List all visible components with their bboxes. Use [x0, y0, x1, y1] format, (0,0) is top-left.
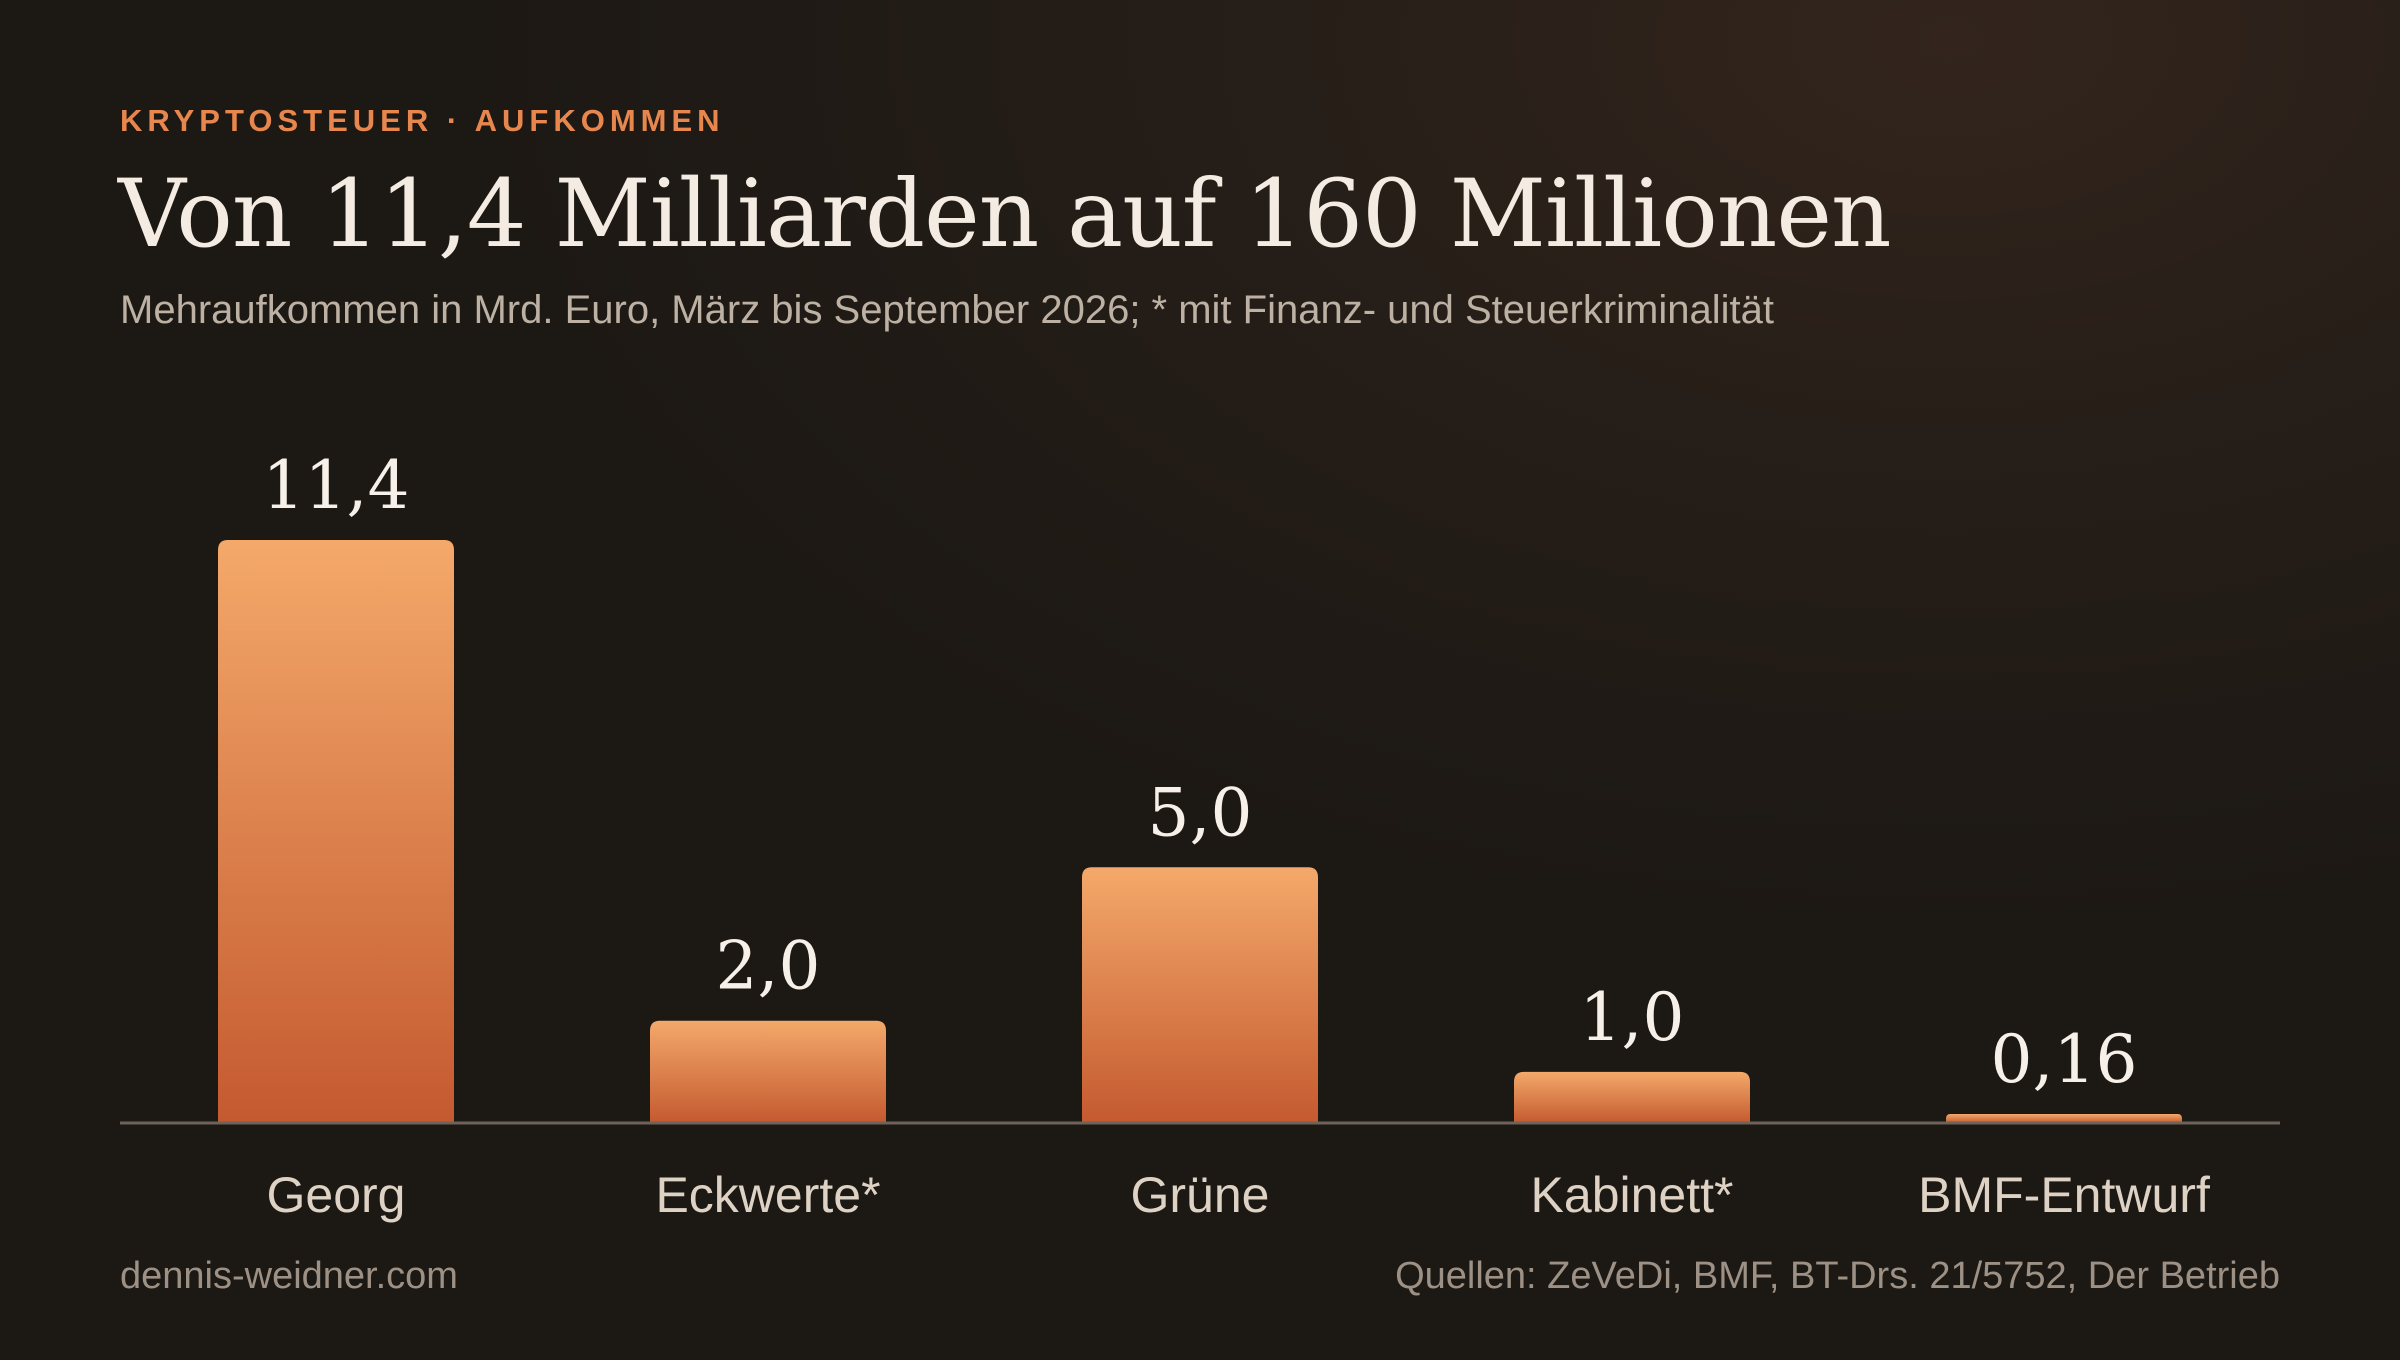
bar-0	[218, 540, 454, 1123]
category-labels-group: Georg Eckwerte* Grüne Kabinett* BMF-Entwurf	[267, 1167, 2210, 1223]
value-label-3: 1,0	[1580, 979, 1685, 1056]
value-label-2: 5,0	[1148, 774, 1253, 851]
chart-subtitle: Mehraufkommen in Mrd. Euro, März bis Sep…	[120, 288, 1775, 332]
value-label-0: 11,4	[263, 447, 410, 524]
category-label-4: BMF-Entwurf	[1918, 1167, 2210, 1223]
bar-2	[1082, 867, 1318, 1123]
chart-title: Von 11,4 Milliarden auf 160 Millionen	[118, 160, 1891, 269]
bar-3	[1514, 1071, 1750, 1123]
category-label-1: Eckwerte*	[655, 1167, 880, 1223]
value-labels-group: 11,4 2,0 5,0 1,0 0,16	[263, 447, 2138, 1098]
bar-4	[1946, 1114, 2182, 1123]
site-credit: dennis-weidner.com	[120, 1255, 458, 1297]
bar-1	[650, 1020, 886, 1123]
bars-group	[218, 540, 2182, 1123]
category-label-3: Kabinett*	[1531, 1167, 1734, 1223]
category-label-2: Grüne	[1131, 1167, 1270, 1223]
value-label-4: 0,16	[1991, 1021, 2138, 1098]
value-label-1: 2,0	[716, 928, 821, 1005]
source-note: Quellen: ZeVeDi, BMF, BT-Drs. 21/5752, D…	[1395, 1255, 2280, 1297]
kicker: KRYPTOSTEUER · AUFKOMMEN	[120, 103, 725, 138]
category-label-0: Georg	[267, 1167, 406, 1223]
